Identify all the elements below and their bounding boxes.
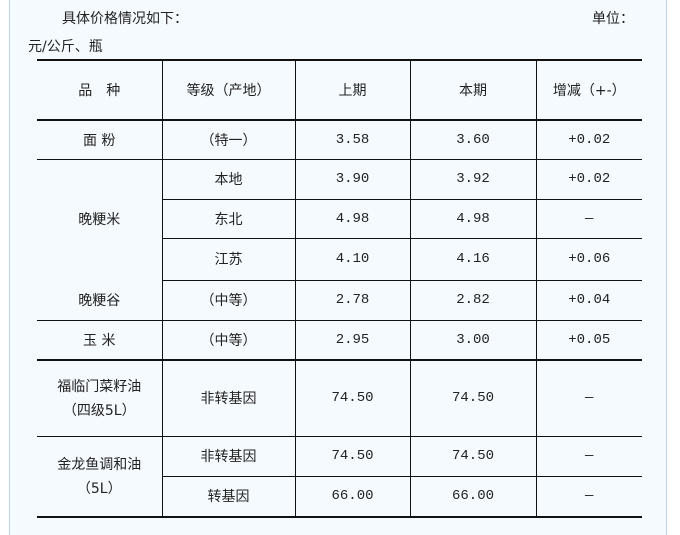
prev-cell: 4.10 [294, 237, 411, 281]
header-diff: 增减（+-） [535, 59, 642, 121]
header-row: 品 种 等级（产地） 上期 本期 增减（+-） [37, 59, 642, 121]
variety-name: 金龙鱼调和油 [57, 457, 142, 474]
prev-cell: 2.95 [294, 319, 411, 361]
variety-cell: 面 粉 [37, 119, 163, 160]
curr-cell: 3.00 [409, 319, 537, 361]
variety-name: 福临门菜籽油 [57, 379, 142, 396]
grade-cell: （特一） [161, 119, 296, 160]
curr-cell: 66.00 [409, 475, 537, 518]
curr-cell: 4.98 [409, 198, 537, 239]
header-prev: 上期 [294, 59, 411, 121]
curr-cell: 2.82 [409, 279, 537, 321]
prev-cell: 74.50 [294, 435, 411, 477]
diff-cell: +0.02 [535, 119, 642, 160]
table-row: 金龙鱼调和油 （5L） 非转基因 74.50 74.50 — [37, 435, 642, 518]
unit-value: 元/公斤、瓶 [28, 39, 103, 55]
header-grade: 等级（产地） [161, 59, 296, 121]
diff-cell: — [535, 359, 642, 437]
table-row: 晚粳米 晚粳谷 本地 3.90 3.92 +0.02 [37, 158, 642, 321]
diff-cell: +0.02 [535, 158, 642, 200]
intro-text: 具体价格情况如下： [62, 11, 188, 27]
grade-cell: （中等） [162, 279, 296, 321]
prev-cell: 3.58 [294, 119, 411, 160]
grade-cell: 东北 [162, 198, 296, 239]
table-row: （中等） 2.78 2.82 +0.04 [37, 279, 642, 321]
curr-cell: 74.50 [409, 435, 537, 477]
diff-cell: — [535, 198, 642, 239]
variety-cell: 玉 米 [37, 319, 163, 361]
table-row: 玉 米 （中等） 2.95 3.00 +0.05 [37, 319, 642, 361]
table-row: 东北 4.98 4.98 — [37, 198, 642, 239]
prev-cell: 2.78 [294, 279, 411, 321]
header-variety: 品 种 [37, 59, 163, 121]
variety-cell: 福临门菜籽油 （四级5L） [37, 359, 163, 437]
prev-cell: 66.00 [294, 475, 411, 518]
variety-spec: （5L） [76, 481, 122, 498]
table-row: 福临门菜籽油 （四级5L） 非转基因 74.50 74.50 — [37, 359, 642, 437]
variety-cell: 金龙鱼调和油 （5L） [37, 435, 163, 518]
variety-rice: 晚粳米 [78, 211, 121, 228]
table-row: 面 粉 （特一） 3.58 3.60 +0.02 [37, 119, 642, 160]
curr-cell: 74.50 [409, 359, 537, 437]
prev-cell: 74.50 [294, 359, 411, 437]
grade-cell: 非转基因 [161, 435, 296, 477]
unit-label: 单位： [592, 11, 634, 27]
diff-cell: +0.06 [535, 237, 642, 281]
grade-cell: 转基因 [162, 475, 296, 518]
table-row: 转基因 66.00 66.00 — [37, 475, 642, 518]
prev-cell: 4.98 [294, 198, 411, 239]
diff-cell: — [535, 475, 642, 518]
header-curr: 本期 [409, 59, 537, 121]
grade-cell: 本地 [161, 158, 296, 200]
curr-cell: 3.60 [409, 119, 537, 160]
grade-cell: 江苏 [162, 237, 296, 281]
variety-paddy: 晚粳谷 [78, 292, 121, 309]
diff-cell: +0.04 [535, 279, 642, 321]
variety-spec: （四级5L） [62, 403, 136, 420]
diff-cell: +0.05 [535, 319, 642, 361]
grade-cell: （中等） [161, 319, 296, 361]
curr-cell: 3.92 [409, 158, 537, 200]
variety-cell-rice: 晚粳米 晚粳谷 [37, 158, 163, 321]
price-table: 品 种 等级（产地） 上期 本期 增减（+-） 面 粉 （特一） 3.58 3.… [37, 59, 642, 518]
grade-cell: 非转基因 [161, 359, 296, 437]
diff-cell: — [535, 435, 642, 477]
curr-cell: 4.16 [409, 237, 537, 281]
table-row: 江苏 4.10 4.16 +0.06 [37, 237, 642, 281]
prev-cell: 3.90 [294, 158, 411, 200]
